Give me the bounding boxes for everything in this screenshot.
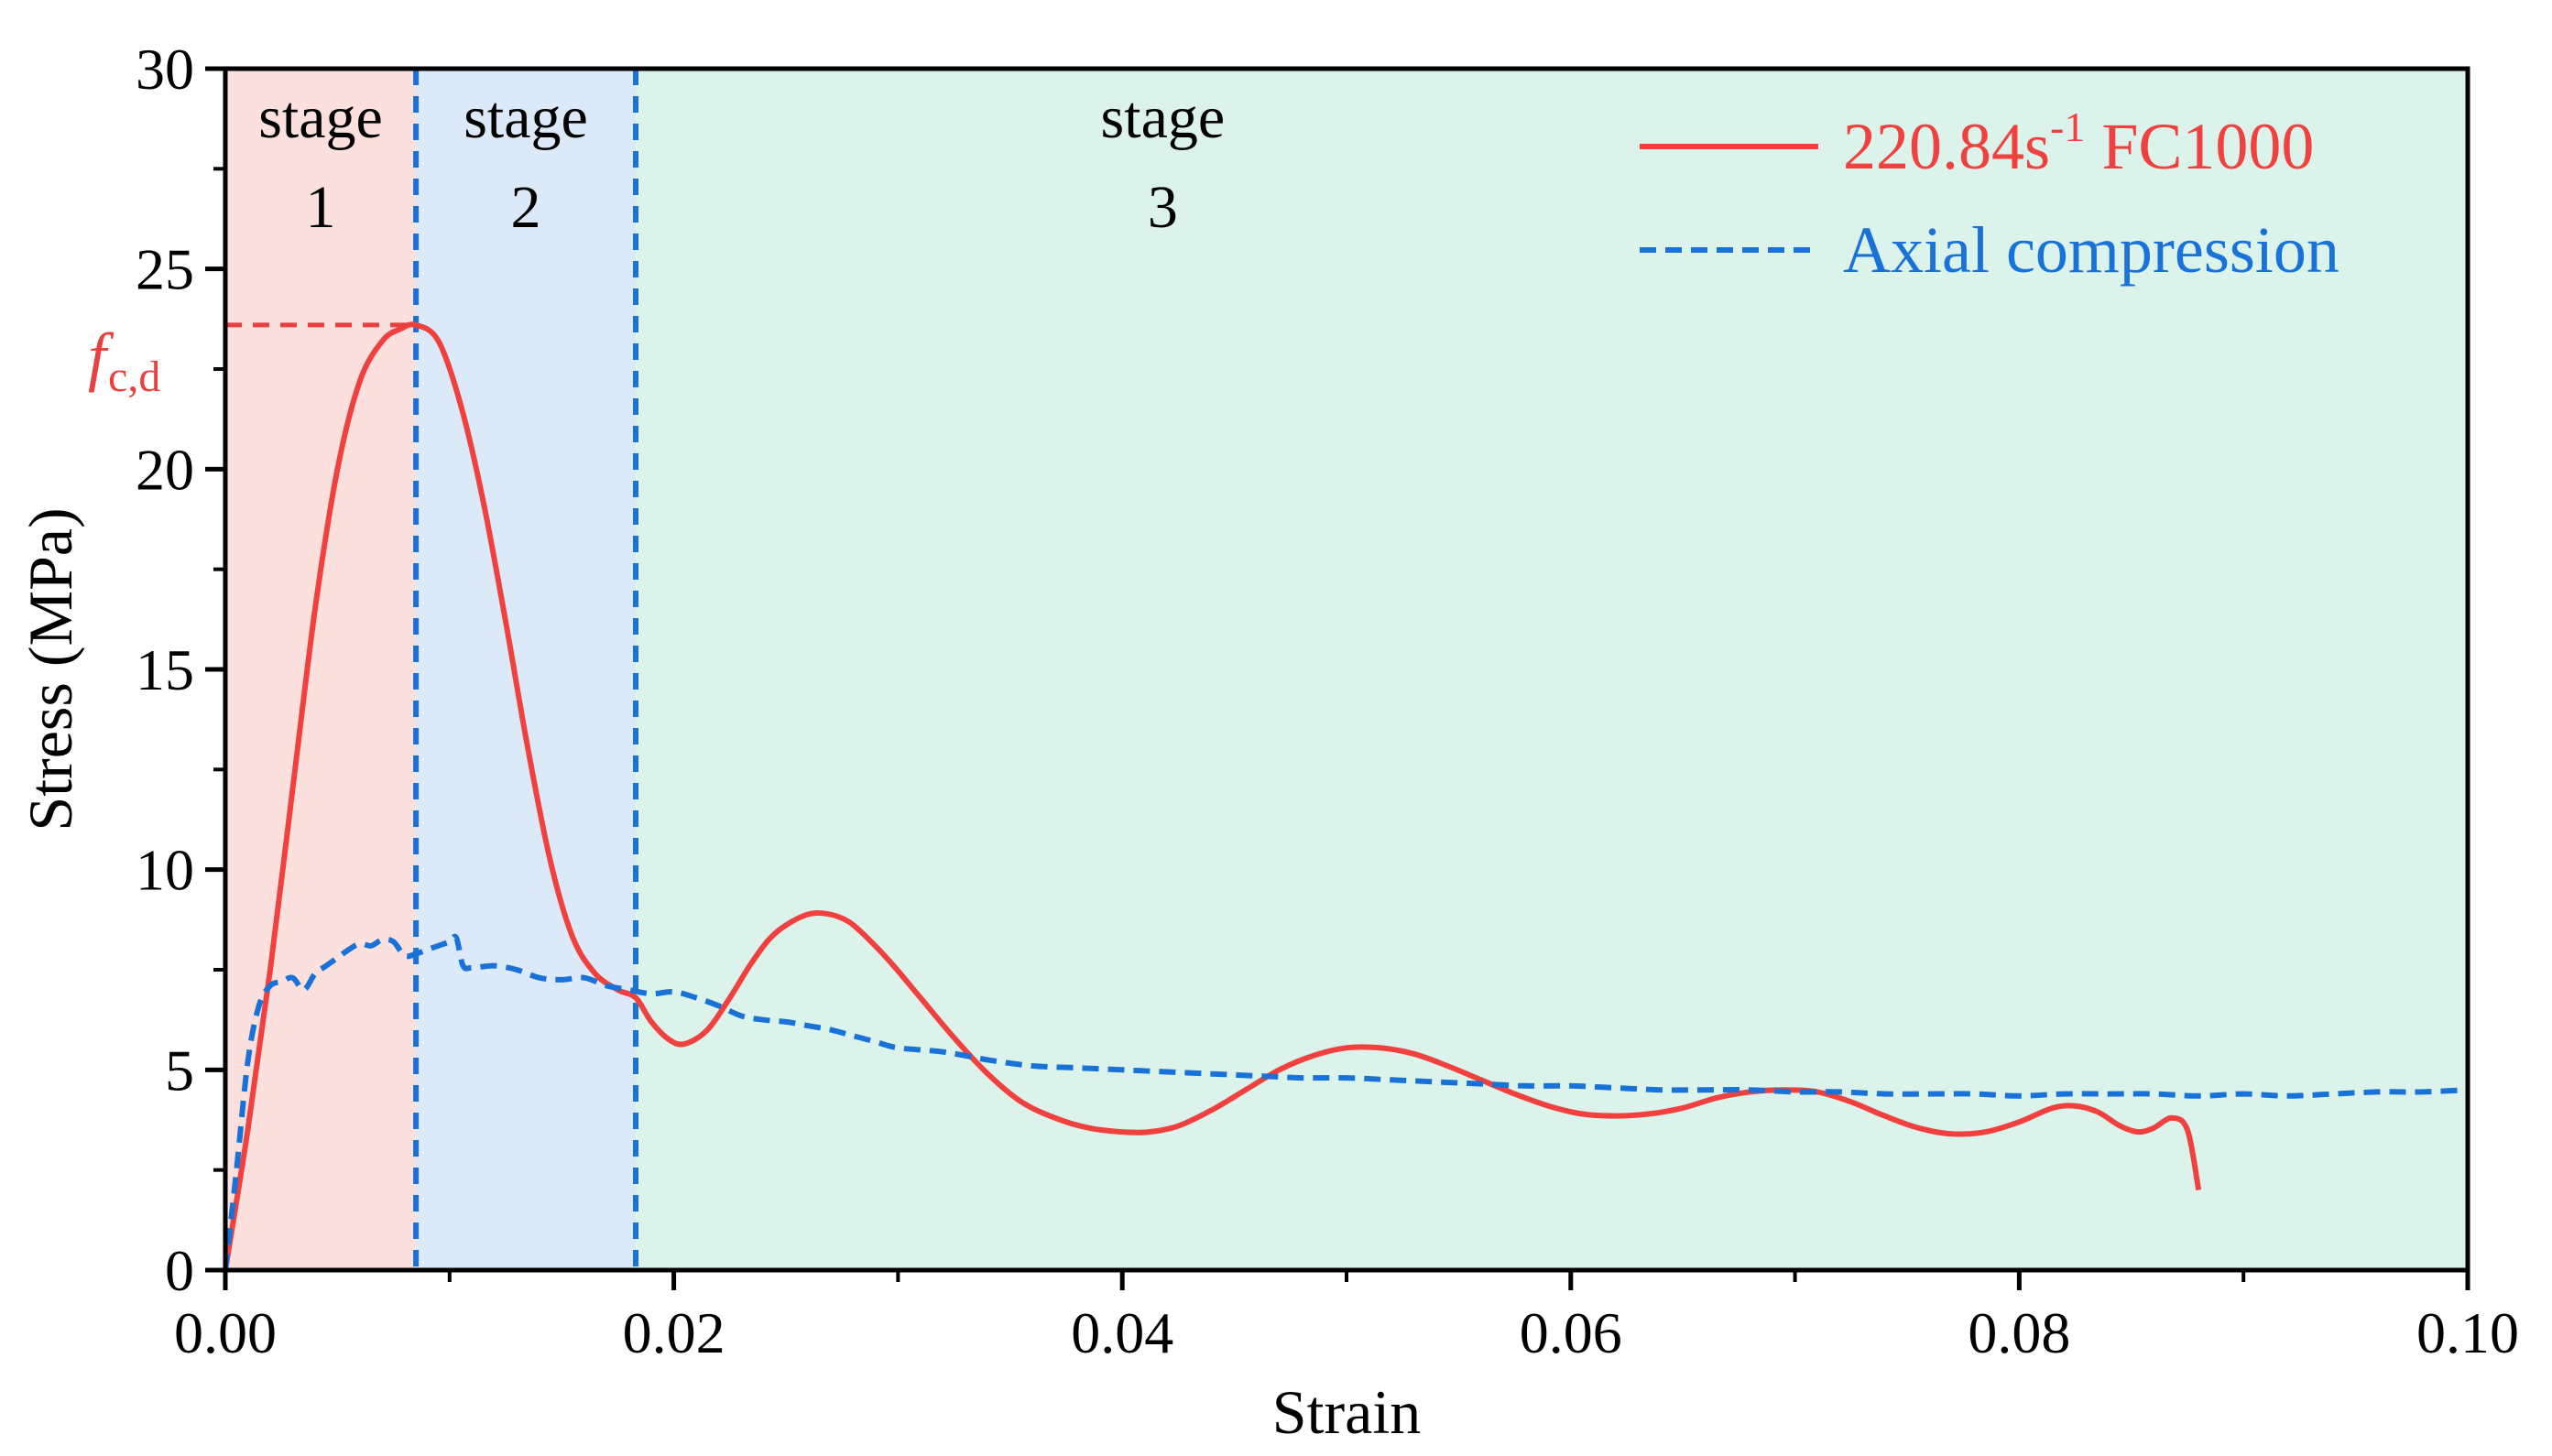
y-tick-label: 0 bbox=[165, 1238, 194, 1303]
y-tick-label: 5 bbox=[165, 1038, 194, 1103]
x-tick-label: 0.06 bbox=[1520, 1300, 1622, 1365]
x-axis-title: Strain bbox=[1272, 1377, 1421, 1447]
stage-backgrounds bbox=[225, 69, 2468, 1270]
stage-labels: stage 1 stage 2 stage 3 bbox=[258, 84, 1225, 241]
legend-label-220-84-fc1000: 220.84s-1 FC1000 bbox=[1843, 103, 2314, 183]
x-tick-label: 0.04 bbox=[1071, 1300, 1173, 1365]
axes: 0.00 0.02 0.04 0.06 0.08 0.10 0 5 10 15 20 25 30 Stra… bbox=[16, 37, 2519, 1447]
y-tick-label: 20 bbox=[136, 437, 194, 502]
y-tick-label: 10 bbox=[136, 838, 194, 903]
data-series bbox=[223, 321, 2469, 1271]
series-220-84-fc1000-line bbox=[223, 321, 2202, 1271]
legend-name: Axial compression bbox=[1843, 213, 2339, 287]
peak-stress-label: fc,d bbox=[88, 320, 160, 401]
y-tick-label: 15 bbox=[136, 637, 194, 702]
x-tick-label: 0.02 bbox=[623, 1300, 725, 1365]
legend-name: 220.84s bbox=[1843, 110, 2050, 183]
peak-annotation: fc,d bbox=[88, 320, 417, 401]
legend-superscript: -1 bbox=[2050, 103, 2085, 150]
x-tick-label: 0.08 bbox=[1968, 1300, 2070, 1365]
y-tick-label: 30 bbox=[136, 37, 194, 102]
x-tick-label: 0.00 bbox=[174, 1300, 277, 1365]
stage-3-word: stage bbox=[1101, 84, 1226, 151]
stage-3-number: 3 bbox=[1148, 174, 1178, 241]
stage-2-word: stage bbox=[464, 84, 588, 151]
stage-2-number: 2 bbox=[511, 174, 541, 241]
y-axis-title: Stress (MPa) bbox=[16, 507, 85, 831]
stage-divider-lines bbox=[413, 69, 638, 1270]
stage-2-band bbox=[416, 69, 636, 1270]
stage-1-number: 1 bbox=[306, 174, 336, 241]
x-tick-label: 0.10 bbox=[2416, 1300, 2519, 1365]
legend: 220.84s-1 FC1000 Axial compression bbox=[1640, 103, 2339, 287]
stage-3-band bbox=[635, 69, 2468, 1270]
peak-stress-subscript: c,d bbox=[108, 353, 160, 401]
legend-label-axial-compression: Axial compression bbox=[1843, 213, 2339, 287]
legend-suffix: FC1000 bbox=[2085, 110, 2314, 183]
y-tick-label: 25 bbox=[136, 237, 194, 302]
series-axial-compression-line bbox=[223, 933, 2469, 1271]
stage-1-word: stage bbox=[258, 84, 383, 151]
